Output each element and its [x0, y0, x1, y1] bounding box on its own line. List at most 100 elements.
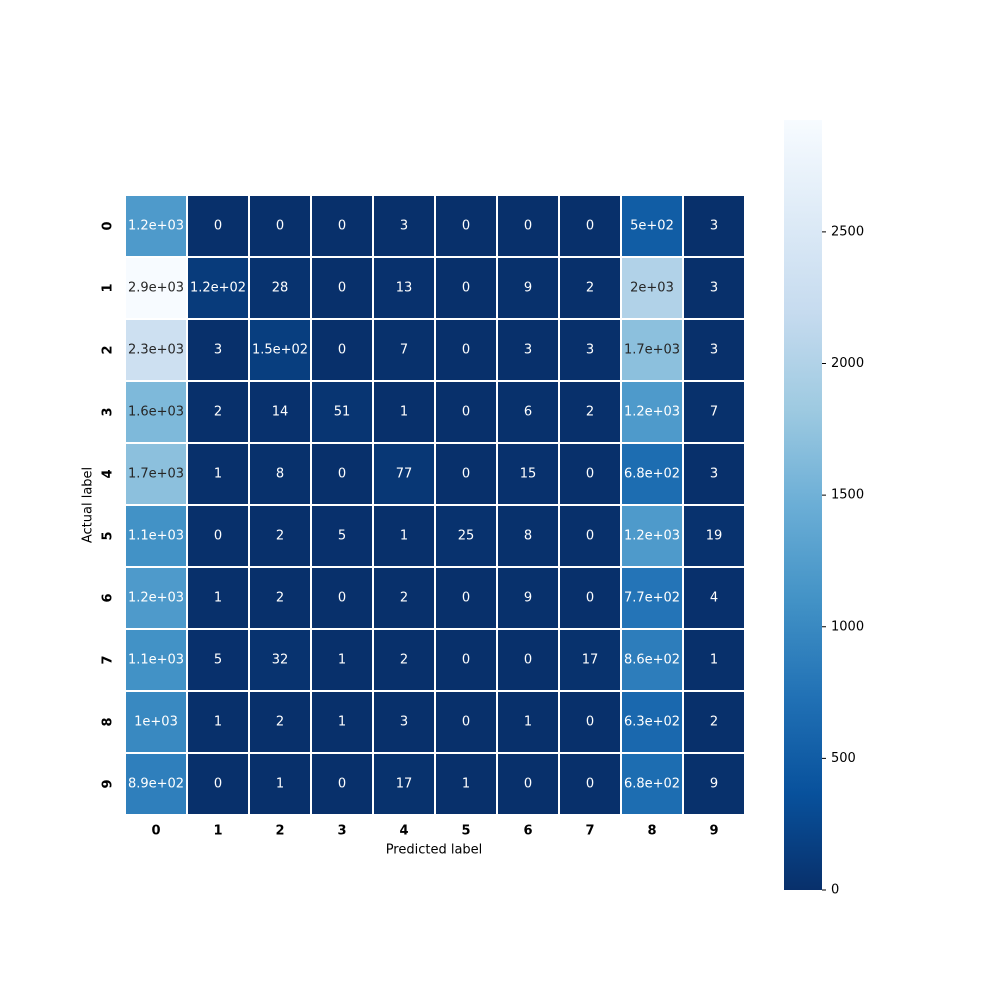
cell-label: 1 [276, 777, 284, 792]
heatmap-cell [310, 752, 374, 816]
heatmap-cell [496, 318, 560, 382]
cell-label: 6.3e+02 [624, 715, 680, 730]
heatmap-cell [186, 442, 250, 506]
cell-label: 7 [710, 405, 718, 420]
heatmap-cell [620, 442, 684, 506]
cell-label: 8 [524, 529, 532, 544]
cell-label: 0 [338, 467, 346, 482]
cell-label: 1.5e+02 [252, 343, 308, 358]
x-tick-label: 6 [523, 824, 532, 839]
cell-label: 14 [272, 405, 289, 420]
cell-label: 0 [524, 653, 532, 668]
colorbar-tick-label: 0 [831, 883, 839, 898]
cell-label: 1 [338, 653, 346, 668]
cell-label: 0 [586, 219, 594, 234]
heatmap-cell [620, 256, 684, 320]
cell-label: 0 [586, 777, 594, 792]
y-tick-label: 0 [101, 221, 116, 230]
heatmap-cell [682, 752, 746, 816]
cell-label: 8.9e+02 [128, 777, 184, 792]
cell-label: 0 [462, 405, 470, 420]
colorbar-tick-label: 1000 [831, 619, 864, 634]
cell-label: 1.7e+03 [624, 343, 680, 358]
cell-label: 0 [214, 777, 222, 792]
cell-label: 1 [400, 405, 408, 420]
heatmap-cell [248, 628, 312, 692]
colorbar-tick-label: 500 [831, 751, 856, 766]
heatmap-cell [310, 256, 374, 320]
heatmap-cell [186, 256, 250, 320]
heatmap-cell [248, 318, 312, 382]
heatmap-cell [496, 380, 560, 444]
heatmap-cell [124, 318, 188, 382]
cell-label: 2e+03 [630, 281, 674, 296]
y-tick-label: 1 [101, 283, 116, 292]
heatmap-cell [620, 318, 684, 382]
cell-label: 1.2e+03 [624, 405, 680, 420]
cell-label: 6 [524, 405, 532, 420]
y-tick-label: 5 [101, 531, 116, 540]
heatmap-cell [620, 504, 684, 568]
heatmap-cell [434, 442, 498, 506]
heatmap-cell [372, 504, 436, 568]
heatmap-cell [124, 380, 188, 444]
heatmap-cell [434, 628, 498, 692]
cell-label: 2 [400, 591, 408, 606]
cell-label: 2.9e+03 [128, 281, 184, 296]
heatmap-cell [434, 566, 498, 630]
heatmap-cell [558, 566, 622, 630]
y-tick-label: 7 [101, 655, 116, 664]
heatmap-cell [310, 504, 374, 568]
cell-label: 15 [520, 467, 537, 482]
y-tick-label: 2 [101, 345, 116, 354]
cell-label: 28 [272, 281, 289, 296]
heatmap-cell [620, 690, 684, 754]
cell-label: 0 [524, 777, 532, 792]
cell-label: 1.1e+03 [128, 653, 184, 668]
y-tick-label: 8 [101, 717, 116, 726]
heatmap-cell [620, 628, 684, 692]
cell-label: 2 [586, 405, 594, 420]
colorbar-tick-label: 2000 [831, 356, 864, 371]
cell-label: 0 [338, 219, 346, 234]
cell-label: 1 [214, 715, 222, 730]
heatmap-cell [682, 318, 746, 382]
heatmap-cell [620, 752, 684, 816]
cell-label: 0 [462, 343, 470, 358]
cell-label: 0 [524, 219, 532, 234]
heatmap-cell [496, 442, 560, 506]
cell-label: 1.1e+03 [128, 529, 184, 544]
y-tick-label: 3 [101, 407, 116, 416]
cell-label: 8 [276, 467, 284, 482]
cell-label: 51 [334, 405, 351, 420]
heatmap-cell [682, 690, 746, 754]
colorbar-tick-label: 2500 [831, 224, 864, 239]
heatmap-cell [496, 256, 560, 320]
heatmap-cell [682, 442, 746, 506]
heatmap-cell [682, 566, 746, 630]
heatmap-cell [558, 690, 622, 754]
heatmap-cell [496, 752, 560, 816]
x-tick-label: 0 [151, 824, 160, 839]
cell-label: 3 [710, 281, 718, 296]
cell-label: 6.8e+02 [624, 777, 680, 792]
x-axis-label: Predicted label [386, 843, 483, 858]
cell-label: 19 [706, 529, 723, 544]
cell-label: 0 [214, 529, 222, 544]
cell-label: 3 [524, 343, 532, 358]
heatmap-cell [558, 442, 622, 506]
cell-label: 0 [338, 777, 346, 792]
y-axis-label: Actual label [81, 467, 96, 543]
cell-label: 0 [462, 591, 470, 606]
heatmap-cell [248, 752, 312, 816]
heatmap-cell [434, 380, 498, 444]
cell-label: 1.2e+03 [128, 219, 184, 234]
heatmap-cell [372, 752, 436, 816]
heatmap-cell [186, 318, 250, 382]
heatmap-cell [186, 752, 250, 816]
cell-label: 5 [214, 653, 222, 668]
cell-label: 17 [396, 777, 413, 792]
cell-label: 2 [276, 591, 284, 606]
cell-label: 9 [710, 777, 718, 792]
heatmap-cell [124, 690, 188, 754]
